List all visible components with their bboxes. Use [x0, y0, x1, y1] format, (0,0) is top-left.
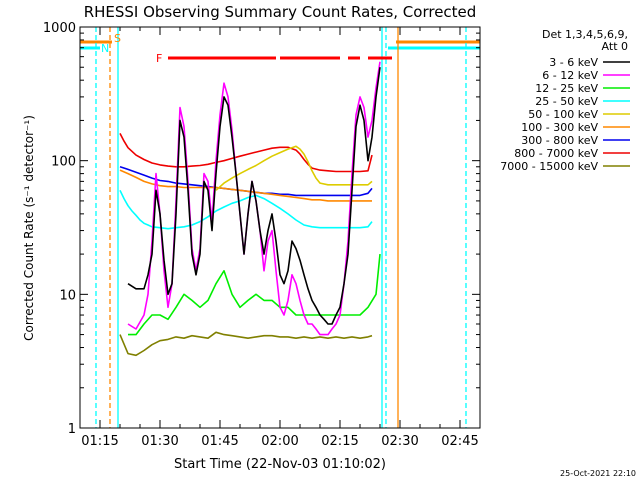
series-line-5 — [119, 169, 372, 202]
x-tick-label-2: 01:45 — [201, 434, 238, 449]
y-tick-label-0: 1 — [68, 422, 76, 437]
axes: 01:15 01:30 01:45 02:00 02:15 02:30 02:45 1 10 10… — [43, 21, 481, 449]
x-tick-label-0: 01:15 — [81, 434, 118, 449]
legend-label-8: 7000 - 15000 keV — [500, 160, 598, 173]
legend-label-6: 300 - 800 keV — [521, 134, 598, 147]
footer-timestamp: 25-Oct-2021 22:10 — [560, 469, 636, 478]
x-tick-label-6: 02:45 — [441, 434, 478, 449]
x-tick-label-5: 02:30 — [381, 434, 418, 449]
annotation-n: N — [101, 42, 109, 55]
series-line-4 — [215, 145, 373, 191]
series-line-8 — [119, 331, 373, 357]
legend-label-7: 800 - 7000 keV — [514, 147, 598, 160]
series-line-2 — [128, 254, 381, 336]
x-tick-label-1: 01:30 — [141, 434, 178, 449]
x-tick-label-3: 02:00 — [261, 434, 298, 449]
series-line-0 — [127, 67, 381, 325]
legend-label-4: 50 - 100 keV — [528, 108, 598, 121]
y-tick-label-3: 1000 — [43, 21, 76, 36]
series-line-3 — [119, 189, 373, 230]
legend-header-0: Det 1,3,4,5,6,9, — [542, 28, 628, 41]
series-line-7 — [119, 133, 373, 173]
x-tick-label-4: 02:15 — [321, 434, 358, 449]
y-tick-label-2: 100 — [51, 155, 76, 170]
annotation-f: F — [156, 52, 162, 65]
legend-label-3: 25 - 50 keV — [535, 95, 598, 108]
y-tick-label-1: 10 — [59, 288, 76, 303]
x-axis-label: Start Time (22-Nov-03 01:10:02) — [174, 457, 386, 472]
legend-label-1: 6 - 12 keV — [542, 69, 598, 82]
plot-area: SN F — [80, 27, 480, 428]
legend-label-0: 3 - 6 keV — [549, 56, 598, 69]
legend-label-2: 12 - 25 keV — [535, 82, 598, 95]
legend-label-5: 100 - 300 keV — [521, 121, 598, 134]
annotation-s: S — [114, 32, 121, 45]
legend-header-1: Att 0 — [602, 40, 628, 53]
y-axis-label: Corrected Count Rate (s⁻¹ detector⁻¹) — [22, 115, 36, 341]
plot-frame — [79, 26, 481, 429]
chart-title: RHESSI Observing Summary Count Rates, Co… — [84, 3, 477, 21]
